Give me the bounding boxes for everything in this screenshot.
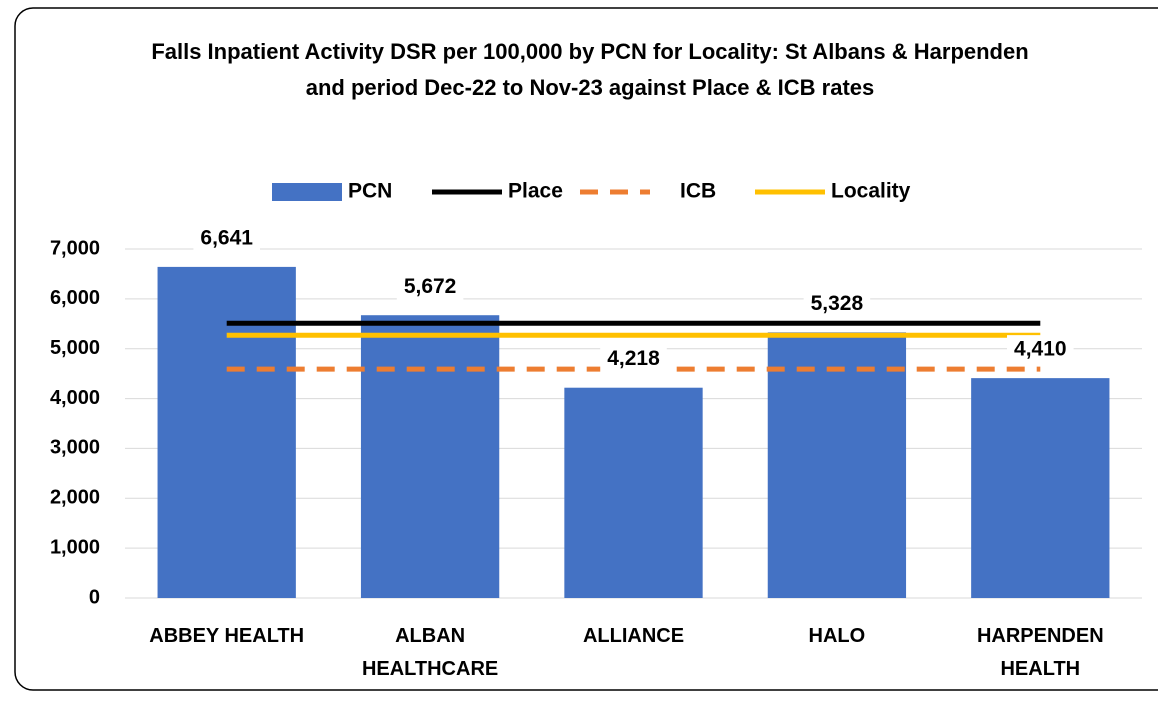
data-label: 5,328: [811, 292, 864, 315]
legend-label: Place: [508, 180, 563, 203]
data-label-bg: [396, 272, 464, 303]
y-tick-label: 6,000: [50, 287, 100, 309]
x-tick-label: ALBAN HEALTHCARE: [361, 625, 499, 680]
x-tick-label: HARPENDEN HEALTH: [976, 625, 1104, 680]
legend-swatch: [272, 183, 342, 201]
y-tick-label: 4,000: [50, 387, 100, 409]
data-label-bg: [803, 289, 871, 320]
y-tick-label: 0: [89, 586, 100, 608]
bar: [564, 387, 703, 598]
legend-label: Locality: [831, 180, 911, 203]
data-label: 4,218: [607, 347, 660, 370]
x-tick-label: ALLIANCE: [582, 625, 685, 647]
legend-label: PCN: [348, 180, 392, 203]
bar: [157, 266, 296, 598]
bar: [767, 332, 907, 598]
legend-label: ICB: [680, 180, 716, 203]
bar: [360, 315, 500, 598]
x-tick-label: ABBEY HEALTH: [149, 625, 305, 647]
y-tick-label: 5,000: [50, 337, 100, 359]
y-tick-label: 3,000: [50, 437, 100, 459]
data-label: 5,672: [404, 275, 457, 298]
data-label-bg: [193, 223, 260, 254]
data-label-bg: [600, 344, 667, 375]
y-tick-label: 2,000: [50, 487, 100, 509]
data-label-bg: [1007, 335, 1074, 366]
data-label: 4,410: [1014, 338, 1067, 361]
y-tick-label: 7,000: [50, 237, 100, 259]
data-label: 6,641: [200, 226, 253, 249]
chart-title: Falls Inpatient Activity DSR per 100,000…: [151, 39, 1029, 100]
bar: [971, 378, 1110, 598]
x-tick-label: HALO: [808, 625, 866, 647]
y-tick-label: 1,000: [50, 536, 100, 558]
